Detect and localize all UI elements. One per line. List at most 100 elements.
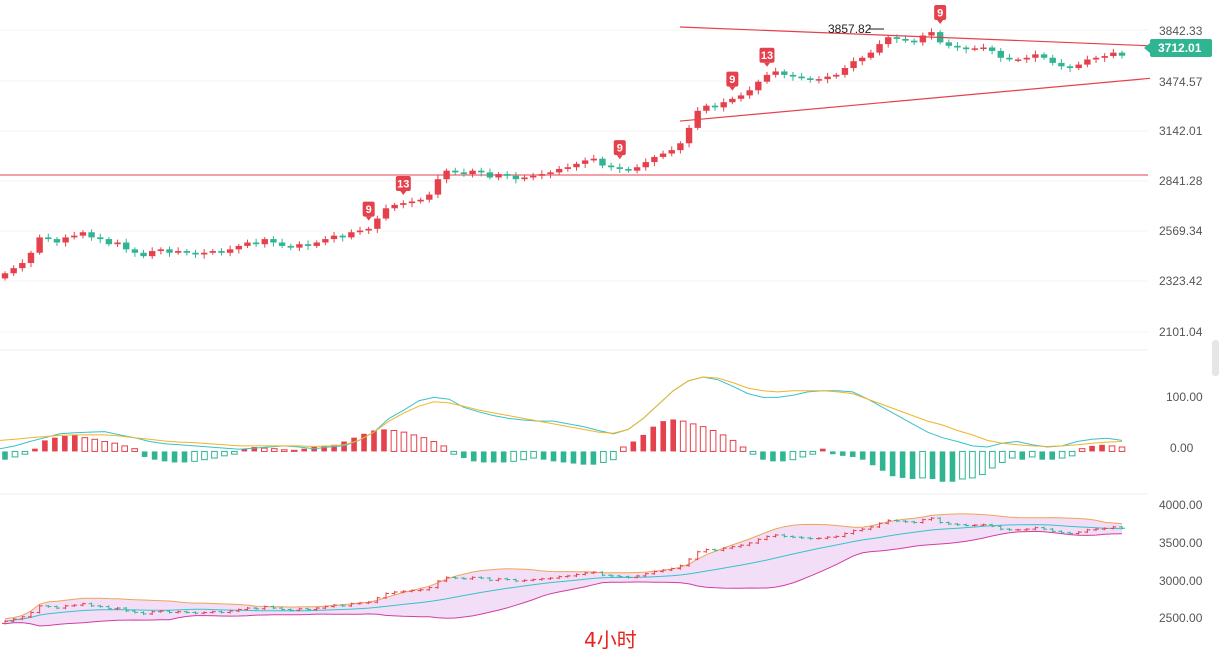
macd-histogram-bar: [560, 451, 567, 463]
macd-histogram: [2, 419, 1126, 482]
candle-body: [841, 68, 849, 75]
macd-histogram-bar: [859, 451, 866, 460]
macd-histogram-bar: [540, 451, 547, 460]
candle-body: [252, 242, 260, 245]
candle-body: [988, 47, 996, 51]
macd-histogram-bar: [689, 423, 697, 452]
candle-body: [123, 242, 130, 250]
macd-histogram-bar: [929, 451, 936, 479]
macd-histogram-bar: [161, 451, 168, 462]
macd-histogram-bar: [550, 451, 557, 462]
macd-histogram-bar: [490, 451, 497, 463]
macd-histogram-bar: [799, 450, 807, 458]
candle-body: [633, 167, 641, 171]
candle-body: [876, 44, 883, 53]
macd-histogram-bar: [580, 451, 587, 465]
macd-histogram-bar: [989, 450, 996, 469]
candle-body: [1006, 57, 1013, 60]
candle-body: [1023, 57, 1030, 60]
candle-body: [200, 252, 208, 255]
macd-histogram-bar: [400, 431, 408, 452]
macd-histogram-bar: [191, 450, 198, 462]
macd-histogram-bar: [280, 449, 288, 452]
candle-body: [1084, 59, 1091, 65]
candle-body: [71, 235, 78, 238]
candle-body: [1075, 64, 1082, 69]
macd-histogram-bar: [849, 451, 856, 457]
macd-histogram-bar: [660, 421, 667, 452]
macd-histogram-bar: [32, 448, 38, 452]
candle-body: [183, 251, 191, 253]
candle-body: [642, 162, 649, 168]
candle-body: [356, 230, 364, 233]
macd-histogram-bar: [869, 451, 876, 466]
candle-body: [97, 237, 104, 240]
candle-body: [443, 170, 450, 180]
count-tag-bg: [362, 201, 375, 217]
count-tag-bg: [759, 47, 775, 63]
macd-histogram-bar: [361, 433, 367, 452]
candle-body: [478, 170, 485, 173]
count-tag-pointer: [763, 62, 770, 67]
macd-histogram-bar: [650, 426, 657, 452]
candle-body: [677, 143, 684, 151]
candle-body: [382, 208, 390, 219]
panel-resize-handle[interactable]: [1212, 340, 1219, 376]
candle-body: [807, 78, 814, 80]
macd-histogram-bar: [770, 451, 776, 462]
macd-histogram-bar: [470, 451, 477, 462]
candle-body: [685, 127, 693, 144]
candle-body: [339, 235, 346, 238]
macd-histogram-bar: [11, 450, 19, 458]
count-tag-pointer: [616, 155, 623, 160]
triangle-pattern: [679, 26, 1151, 122]
macd-histogram-bar: [241, 448, 248, 452]
candle-body: [174, 251, 182, 253]
candle-body: [157, 249, 165, 252]
bollinger-upper-line: [4, 513, 1123, 620]
macd-histogram-bar: [590, 451, 597, 465]
macd-histogram-bar: [670, 419, 677, 452]
macd-histogram-bar: [81, 437, 89, 452]
macd-panel: 100.00 0.00: [0, 376, 1203, 482]
candle-body: [755, 81, 762, 91]
macd-histogram-bar: [1058, 450, 1066, 459]
macd-histogram-bar: [430, 441, 438, 452]
macd-histogram-bar: [679, 420, 687, 452]
bollinger-lower-line: [4, 530, 1123, 627]
candlesticks: [1, 28, 1126, 281]
macd-histogram-bar: [131, 448, 138, 452]
macd-histogram-bar: [341, 441, 347, 452]
macd-histogram-bar: [719, 434, 727, 452]
candle-body: [581, 160, 589, 164]
candle-body: [27, 252, 35, 264]
macd-histogram-bar: [510, 450, 517, 462]
candle-body: [400, 203, 407, 205]
candle-body: [62, 237, 69, 243]
candle-body: [997, 50, 1004, 58]
peak-price-label: 3857.82: [828, 22, 872, 36]
macd-histogram-bar: [381, 429, 387, 452]
macd-histogram-bar: [52, 437, 58, 452]
price-tick: 2101.04: [1159, 325, 1203, 339]
macd-histogram-bar: [21, 450, 29, 455]
macd-histogram-bar: [410, 434, 418, 452]
boll-tick: 3000.00: [1159, 574, 1203, 588]
count-tag-label: 9: [617, 143, 623, 155]
candle-body: [235, 245, 242, 250]
candle-body: [910, 40, 918, 43]
candle-body: [348, 232, 355, 238]
bollinger-band-fill: [5, 513, 1122, 626]
price-tick: 3842.33: [1159, 24, 1203, 38]
candle-body: [893, 37, 901, 39]
candle-body: [131, 249, 139, 253]
macd-histogram-bar: [151, 451, 158, 460]
macd-histogram-bar: [201, 450, 208, 461]
candle-body: [330, 235, 338, 240]
macd-histogram-bar: [62, 436, 68, 452]
candle-body: [209, 251, 217, 253]
macd-histogram-bar: [630, 441, 637, 452]
macd-histogram-bar: [1039, 451, 1046, 460]
bollinger-ohlc-bars: [2, 517, 1125, 625]
macd-histogram-bar: [939, 451, 946, 482]
